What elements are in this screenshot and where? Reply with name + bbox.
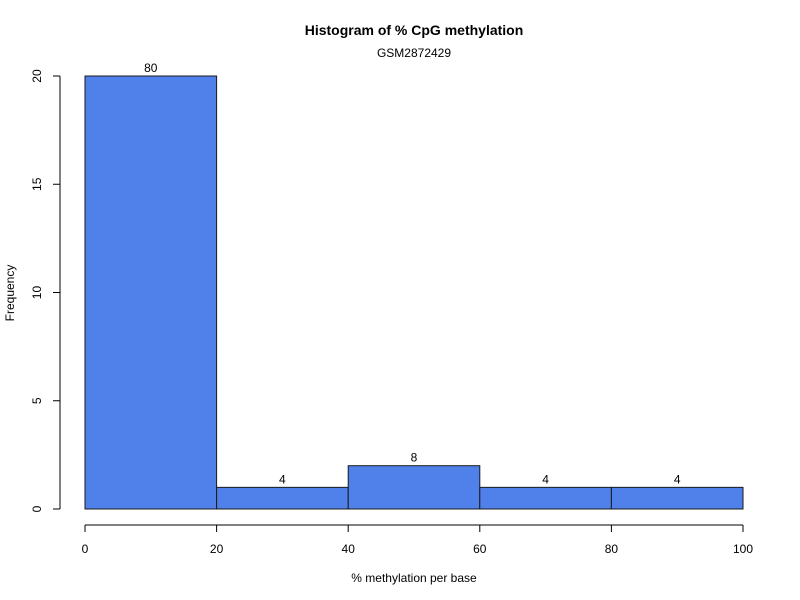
y-axis-label: Frequency [3,265,17,322]
chart-title: Histogram of % CpG methylation [305,22,524,38]
x-tick-label: 80 [605,542,619,556]
bar-count-label: 4 [542,472,549,486]
histogram-bar [610,486,744,510]
bar-count-label: 80 [144,61,158,75]
histogram-bar [347,465,481,510]
x-tick-label: 100 [733,542,753,556]
chart-subtitle: GSM2872429 [377,46,451,60]
histogram-bar [479,486,612,510]
bar-count-label: 4 [279,472,286,486]
y-tick-label: 15 [30,177,44,191]
x-tick-label: 40 [342,542,356,556]
x-tick-label: 0 [82,542,89,556]
x-axis-label: % methylation per base [351,571,477,585]
y-axis-ticks: 0 5 10 15 20 [30,69,60,512]
histogram-bar [216,486,349,510]
y-tick-label: 20 [30,69,44,83]
histogram-bar [84,75,218,510]
x-axis-ticks: 0 20 40 60 80 100 [82,525,753,556]
y-tick-label: 0 [30,505,44,512]
bar-count-label: 4 [674,472,681,486]
x-tick-label: 60 [473,542,487,556]
x-tick-label: 20 [210,542,224,556]
y-tick-label: 10 [30,286,44,300]
histogram-bars [84,75,744,510]
bar-count-labels: 80 4 8 4 4 [144,61,681,486]
y-tick-label: 5 [30,397,44,404]
bar-count-label: 8 [411,451,418,465]
